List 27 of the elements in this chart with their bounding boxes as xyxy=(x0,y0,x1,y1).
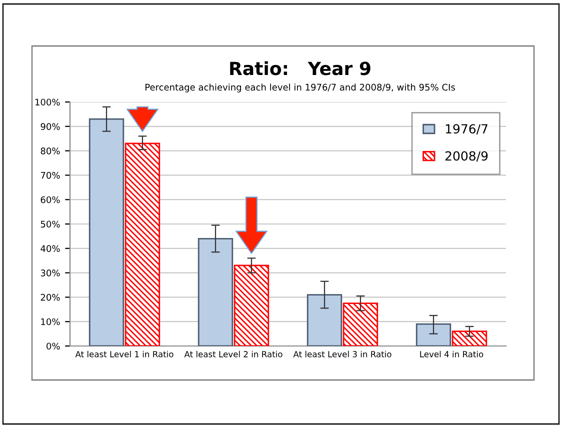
y-tick-label: 70% xyxy=(40,172,60,179)
bar xyxy=(234,264,270,346)
y-tick-label: 100% xyxy=(35,98,60,106)
y-tick-label: 40% xyxy=(40,245,60,252)
chart-title: Ratio: Year 9 xyxy=(230,61,370,76)
bar xyxy=(198,238,234,346)
bar xyxy=(88,118,124,346)
x-tick-label: At least Level 2 in Ratio xyxy=(184,350,282,358)
y-tick-label: 60% xyxy=(40,196,60,204)
legend-label: 1976/7 xyxy=(446,124,488,135)
y-tick-label: 30% xyxy=(40,270,60,276)
y-tick-label: 50% xyxy=(40,220,60,228)
chart-subtitle: Percentage achieving each level in 1976/7 and 2008/9, with 95% CIs xyxy=(145,84,455,92)
bar xyxy=(342,302,378,346)
y-tick-label: 10% xyxy=(41,318,60,326)
y-tick-label: 90% xyxy=(40,123,60,130)
legend-label: 2008/9 xyxy=(445,151,488,162)
x-tick-label: Level 4 in Ratio xyxy=(420,350,484,358)
y-tick-label: 0% xyxy=(46,342,60,350)
bar xyxy=(124,142,160,346)
bar xyxy=(306,294,342,346)
x-tick-label: At least Level 3 in Ratio xyxy=(293,350,392,358)
x-tick-label: At least Level 1 in Ratio xyxy=(75,350,174,358)
y-tick-label: 80% xyxy=(40,148,60,154)
y-tick-label: 20% xyxy=(40,294,60,301)
bar xyxy=(452,330,488,346)
bar xyxy=(416,323,452,346)
